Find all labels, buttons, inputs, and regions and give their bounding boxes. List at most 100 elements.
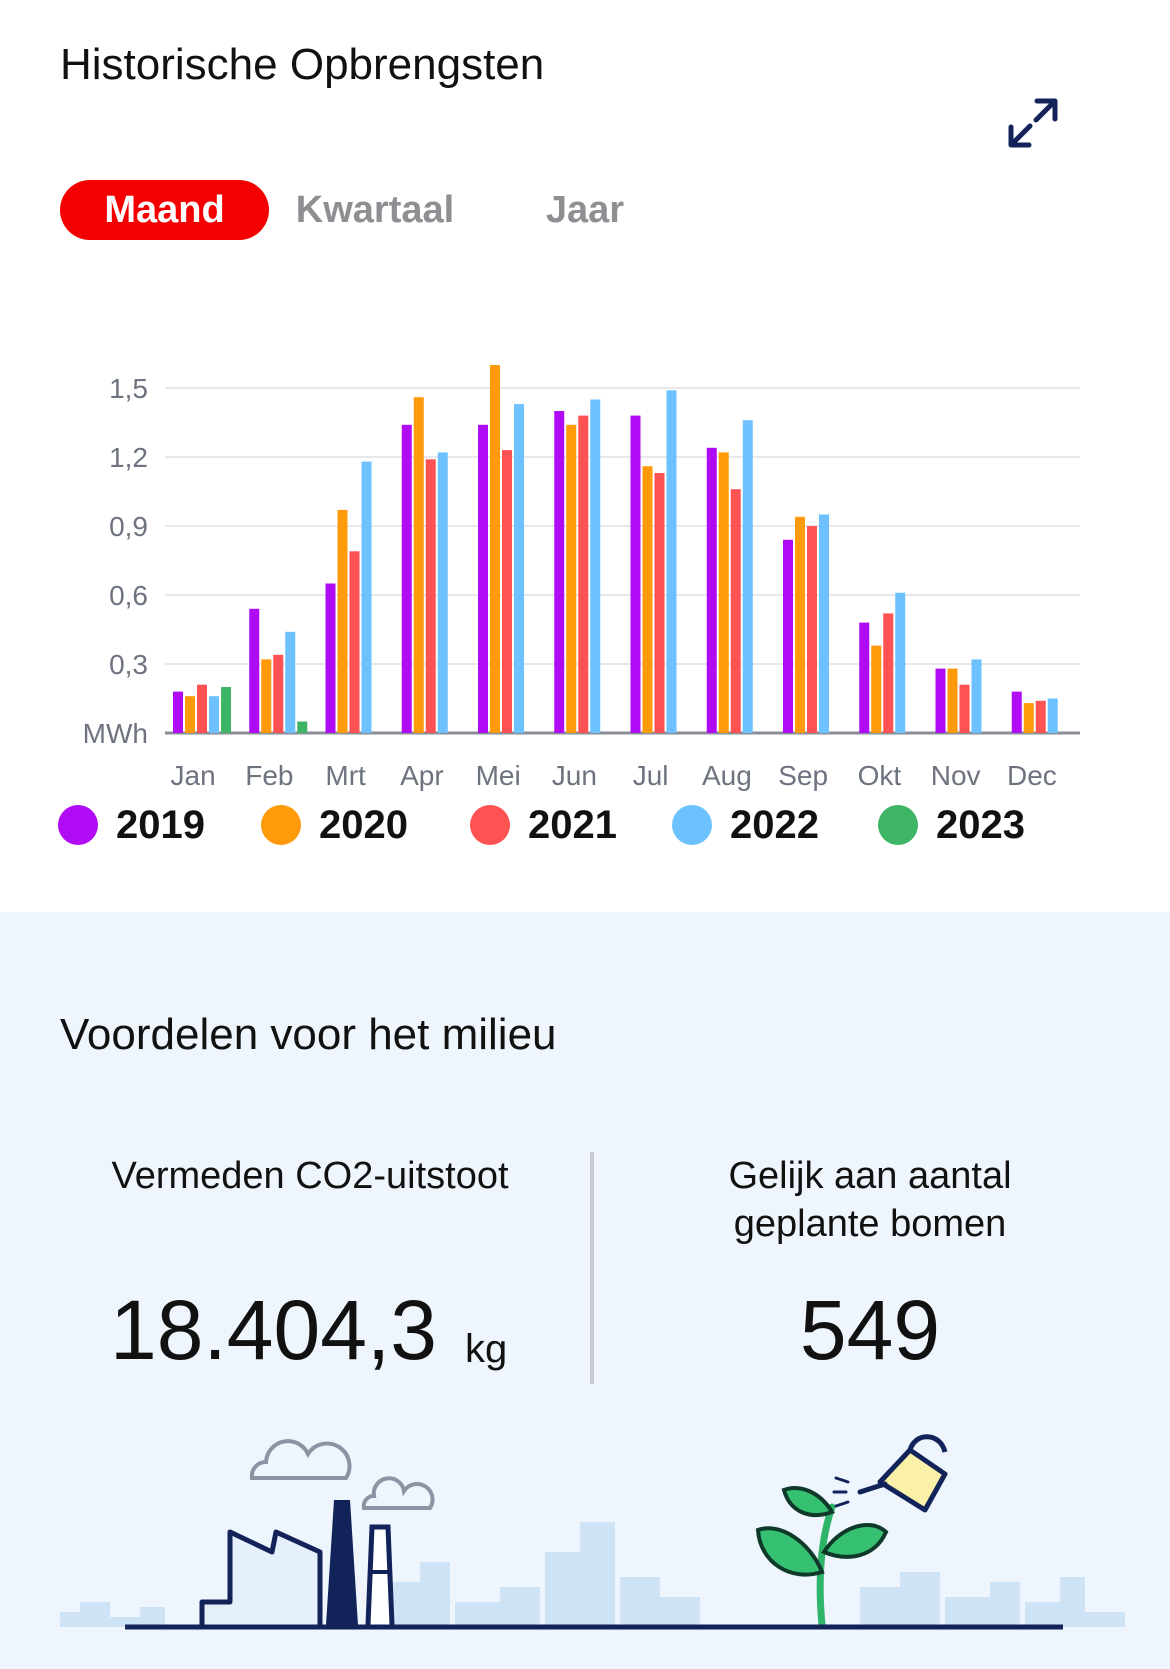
- bar-apr-2022: [437, 452, 448, 733]
- bar-dec-2019: [1011, 691, 1022, 733]
- bar-mrt-2020: [337, 509, 348, 733]
- y-tick-label: 0,9: [109, 511, 148, 542]
- y-axis-unit-label: MWh: [83, 718, 148, 749]
- legend-dot-2021: [470, 805, 510, 845]
- bar-okt-2022: [895, 592, 906, 733]
- x-tick-label: Sep: [778, 760, 828, 791]
- bar-mrt-2021: [349, 551, 360, 733]
- x-tick-label: Jul: [633, 760, 669, 791]
- bar-sep-2022: [819, 514, 829, 733]
- legend-item-2021[interactable]: 2021: [470, 800, 617, 850]
- environment-benefits-section: Voordelen voor het milieu Vermeden CO2-u…: [0, 912, 1170, 1669]
- bar-mei-2019: [478, 424, 488, 733]
- clouds: [249, 1439, 435, 1510]
- bar-sep-2019: [783, 539, 793, 733]
- bar-dec-2022: [1047, 698, 1058, 733]
- bar-okt-2021: [883, 613, 894, 733]
- legend-item-2023[interactable]: 2023: [878, 800, 1025, 850]
- co2-label: Vermeden CO2-uitstoot: [111, 1155, 509, 1197]
- legend-label-2021: 2021: [528, 802, 617, 847]
- monthly-yield-bar-chart: 1,5 1,2 0,9 0,6 0,3 MWh Jan Feb Mrt Apr Mei Jun Jul A…: [83, 365, 1080, 791]
- bar-aug-2021: [730, 489, 741, 733]
- y-tick-label: 0,6: [109, 580, 148, 611]
- tab-kwartaal[interactable]: Kwartaal: [295, 189, 455, 231]
- x-tick-label: Okt: [858, 760, 902, 791]
- bar-jun-2019: [554, 411, 565, 733]
- bar-feb-2023: [297, 721, 308, 733]
- x-tick-label: Mrt: [325, 760, 366, 791]
- y-tick-label: 1,2: [109, 442, 148, 473]
- bar-apr-2021: [425, 459, 436, 733]
- bar-feb-2020: [261, 659, 272, 733]
- environment-title: Voordelen voor het milieu: [60, 1010, 557, 1059]
- bar-apr-2019: [401, 424, 412, 733]
- x-tick-label: Nov: [931, 760, 981, 791]
- bar-apr-2020: [413, 397, 424, 733]
- expand-arrows-icon[interactable]: [1005, 95, 1061, 151]
- bar-mei-2021: [502, 450, 512, 733]
- bar-jul-2022: [666, 390, 677, 733]
- card-title: Historische Opbrengsten: [60, 40, 545, 89]
- stats-divider: [590, 1152, 594, 1384]
- x-tick-label: Dec: [1007, 760, 1057, 791]
- bar-jan-2022: [209, 696, 219, 733]
- bar-sep-2021: [807, 526, 817, 733]
- x-tick-label: Jun: [552, 760, 597, 791]
- bar-jan-2019: [173, 691, 183, 733]
- y-tick-label: 1,5: [109, 373, 148, 404]
- bar-aug-2020: [718, 452, 729, 733]
- bar-jul-2019: [630, 415, 641, 733]
- tab-jaar[interactable]: Jaar: [545, 189, 625, 231]
- bar-jan-2023: [221, 687, 231, 733]
- x-tick-label: Feb: [245, 760, 293, 791]
- legend-dot-2020: [261, 805, 301, 845]
- legend-dot-2023: [878, 805, 918, 845]
- bar-nov-2019: [935, 668, 946, 733]
- legend-label-2020: 2020: [319, 802, 408, 847]
- bar-mrt-2019: [325, 583, 336, 733]
- historical-yield-card: Historische Opbrengsten Maand Kwartaal J…: [58, 40, 1118, 850]
- bar-nov-2020: [947, 668, 958, 733]
- trees-label: Gelijk aan aantal geplante bomen: [640, 1152, 1100, 1248]
- bar-jun-2022: [590, 399, 601, 733]
- x-tick-label: Jan: [171, 760, 216, 791]
- plant-watering-illustration: [755, 1434, 948, 1629]
- bar-jun-2020: [566, 424, 577, 733]
- bar-dec-2021: [1035, 700, 1046, 733]
- legend-item-2019[interactable]: 2019: [58, 800, 205, 850]
- bar-dec-2020: [1023, 703, 1034, 733]
- trees-label-line2: geplante bomen: [733, 1203, 1007, 1245]
- bar-mrt-2022: [361, 461, 372, 733]
- bar-nov-2022: [971, 659, 982, 733]
- bar-jul-2021: [654, 473, 665, 733]
- trees-label-line1: Gelijk aan aantal: [728, 1155, 1012, 1197]
- legend-item-2020[interactable]: 2020: [261, 800, 408, 850]
- bar-feb-2021: [273, 654, 284, 733]
- x-tick-label: Mei: [476, 760, 521, 791]
- bar-feb-2019: [249, 608, 260, 733]
- environment-illustration: [60, 1434, 1125, 1630]
- co2-unit: kg: [465, 1327, 508, 1371]
- y-tick-label: 0,3: [109, 649, 148, 680]
- bar-okt-2020: [871, 645, 882, 733]
- tab-maand[interactable]: Maand: [60, 180, 269, 240]
- chart-legend: 2019 2020 2021 2022 2023: [58, 800, 1118, 850]
- bar-jul-2020: [642, 466, 653, 733]
- bar-sep-2020: [795, 516, 805, 733]
- bar-nov-2021: [959, 684, 970, 733]
- x-tick-label: Apr: [400, 760, 444, 791]
- factory-illustration: [199, 1500, 395, 1626]
- co2-value: 18.404,3: [110, 1283, 437, 1377]
- bar-feb-2022: [285, 631, 296, 733]
- legend-label-2022: 2022: [730, 802, 819, 847]
- bar-mei-2020: [490, 365, 500, 733]
- legend-item-2022[interactable]: 2022: [672, 800, 819, 850]
- legend-label-2023: 2023: [936, 802, 1025, 847]
- legend-label-2019: 2019: [116, 802, 205, 847]
- bar-aug-2022: [742, 420, 753, 733]
- city-skyline-background: [60, 1522, 1125, 1627]
- bar-okt-2019: [859, 622, 870, 733]
- trees-value: 549: [799, 1283, 941, 1377]
- bar-mei-2022: [514, 404, 524, 733]
- bar-jun-2021: [578, 415, 589, 733]
